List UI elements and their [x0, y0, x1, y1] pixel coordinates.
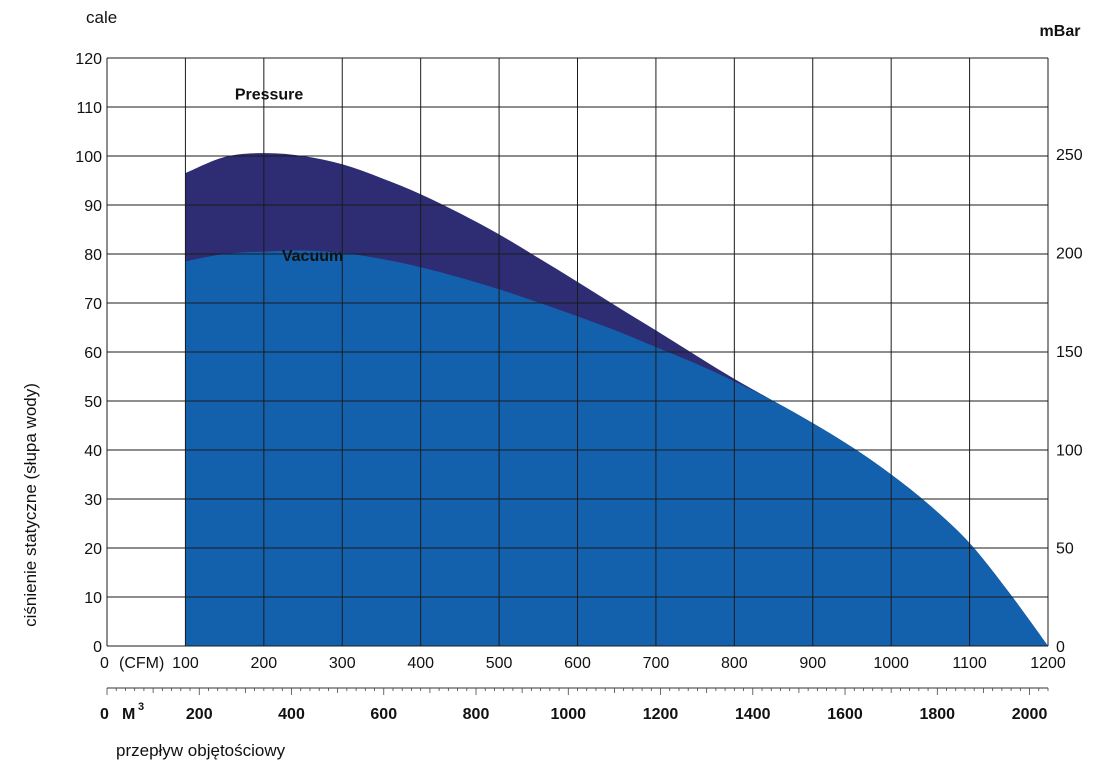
y-right-tick-label: 200	[1056, 246, 1083, 263]
y-right-tick-label: 250	[1056, 147, 1083, 164]
m3-tick-label: 1800	[919, 706, 955, 723]
m3-tick-label: 400	[278, 706, 305, 723]
m3-tick-label: 800	[463, 706, 490, 723]
left-unit-label: cale	[86, 8, 117, 27]
cfm-zero-label: 0	[100, 655, 109, 672]
y-left-tick-label: 100	[75, 149, 102, 166]
cfm-tick-label: 500	[486, 655, 513, 672]
cfm-tick-label: 100	[172, 655, 199, 672]
cfm-tick-label: 300	[329, 655, 356, 672]
chart-areas	[185, 153, 1048, 646]
right-unit-label: mBar	[1040, 23, 1081, 40]
y-left-tick-label: 10	[84, 590, 102, 607]
cfm-unit-label: (CFM)	[119, 655, 164, 672]
y-left-tick-label: 40	[84, 443, 102, 460]
m3-tick-label: 1400	[735, 706, 771, 723]
m3-tick-label: 200	[186, 706, 213, 723]
y-left-tick-label: 0	[93, 639, 102, 656]
y-left-tick-label: 30	[84, 492, 102, 509]
cfm-tick-label: 800	[721, 655, 748, 672]
vacuum-series-label: Vacuum	[282, 248, 343, 265]
y-left-tick-label: 110	[76, 100, 102, 117]
m3-tick-label: 1600	[827, 706, 863, 723]
y-left-tick-label: 50	[84, 394, 102, 411]
m3-unit-superscript: 3	[138, 701, 144, 713]
y-left-tick-label: 80	[84, 247, 102, 264]
y-right-tick-label: 150	[1056, 344, 1083, 361]
x-axis-title: przepływ objętościowy	[116, 741, 286, 760]
m3-tick-label: 1200	[643, 706, 679, 723]
chart-axes: PressureVacuum01020304050607080901001101…	[75, 51, 1083, 723]
cfm-tick-label: 1200	[1030, 655, 1066, 672]
y-left-tick-label: 70	[84, 296, 102, 313]
cfm-tick-label: 400	[407, 655, 434, 672]
y-right-tick-label: 50	[1056, 541, 1074, 558]
cfm-tick-label: 700	[643, 655, 670, 672]
chart-grid	[107, 57, 1049, 646]
pressure-series-label: Pressure	[235, 86, 304, 103]
y-left-tick-label: 20	[84, 541, 102, 558]
cfm-tick-label: 1000	[873, 655, 909, 672]
y-right-tick-label: 0	[1056, 639, 1065, 656]
m3-tick-label: 2000	[1012, 706, 1048, 723]
m3-tick-label: 600	[370, 706, 397, 723]
y-axis-title: ciśnienie statyczne (słupa wody)	[21, 383, 40, 627]
cfm-tick-label: 200	[250, 655, 277, 672]
y-left-tick-label: 90	[84, 198, 102, 215]
vacuum-area	[185, 250, 1048, 646]
cfm-tick-label: 1100	[952, 655, 987, 672]
m3-unit-label: M	[122, 706, 135, 723]
m3-tick-label: 1000	[550, 706, 586, 723]
y-left-tick-label: 60	[84, 345, 102, 362]
cfm-tick-label: 900	[799, 655, 826, 672]
cfm-tick-label: 600	[564, 655, 591, 672]
m3-zero-label: 0	[100, 706, 109, 723]
y-left-tick-label: 120	[75, 51, 102, 68]
y-right-tick-label: 100	[1056, 442, 1083, 459]
